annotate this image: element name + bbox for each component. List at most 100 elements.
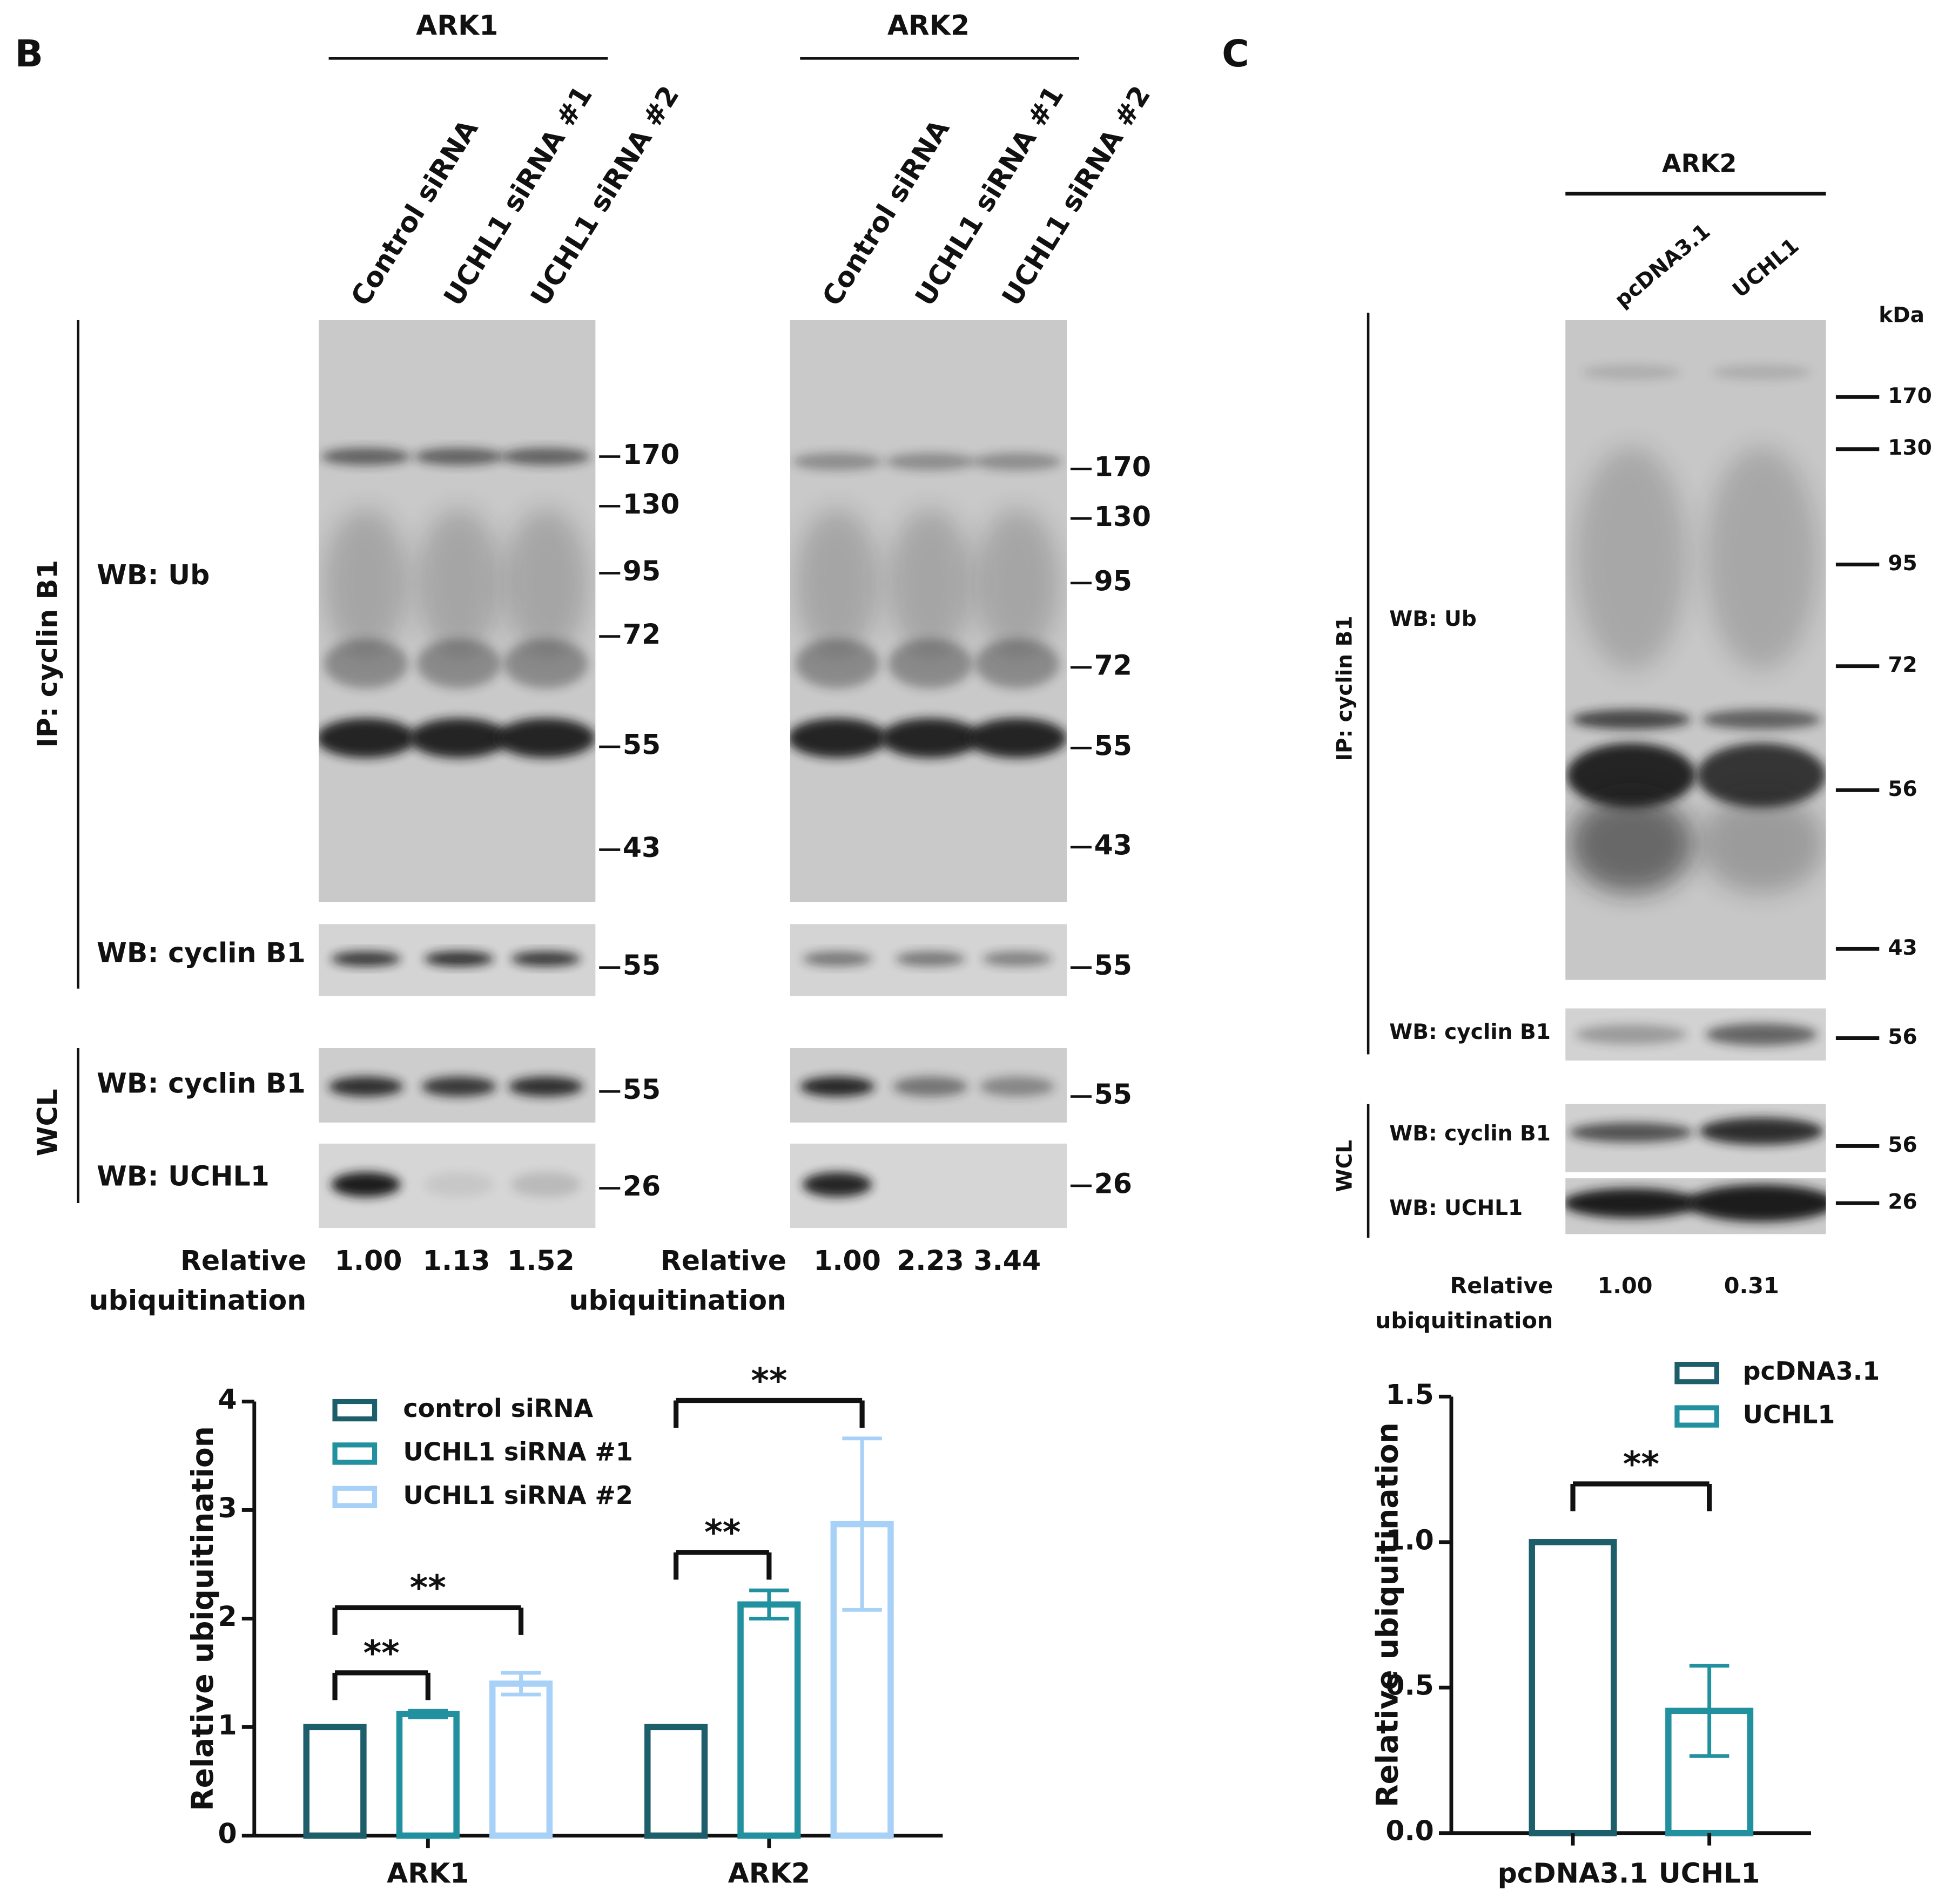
legend-swatch (1674, 1362, 1720, 1385)
band (967, 718, 1067, 758)
group-title: ARK2 (887, 9, 970, 41)
band (790, 718, 887, 758)
band (802, 951, 872, 967)
band (1687, 1184, 1826, 1222)
y-tick-label: 3 (218, 1492, 237, 1524)
error-bar (408, 1709, 448, 1719)
blot-bands (331, 951, 581, 967)
significance-label: ** (751, 1361, 787, 1401)
error-bar (1689, 1664, 1729, 1758)
x-tick-label: UCHL1 (1659, 1857, 1760, 1889)
marker-label: 130 (1888, 436, 1931, 460)
lane-label: UCHL1 siRNA #2 (524, 80, 685, 311)
row-label: WB: Ub (97, 559, 210, 591)
bar (303, 1724, 367, 1839)
relative-value: 1.13 (423, 1245, 490, 1277)
relative-value: 1.00 (813, 1245, 881, 1277)
blot (790, 320, 1067, 902)
legend-label: UCHL1 siRNA #2 (403, 1481, 632, 1510)
relative-value: 2.23 (897, 1245, 964, 1277)
y-tick-label: 4 (218, 1383, 237, 1415)
marker-label: 56 (1888, 1025, 1917, 1049)
band (795, 508, 880, 658)
panel-label: B (15, 32, 43, 76)
blot-bands (1575, 1023, 1818, 1046)
relative-title: ubiquitination (569, 1284, 786, 1316)
marker-label: 72 (1888, 653, 1917, 677)
band (1569, 1122, 1693, 1143)
band (511, 1172, 581, 1197)
relative-title: ubiquitination (1375, 1308, 1553, 1334)
blot-bands (790, 453, 1067, 758)
x-tick-label: ARK2 (728, 1857, 810, 1889)
marker-label: 55 (623, 949, 661, 981)
marker-label: 130 (623, 488, 679, 520)
band (885, 453, 975, 470)
y-tick-label: 1.5 (1385, 1379, 1434, 1410)
x-tick-label: pcDNA3.1 (1498, 1857, 1648, 1889)
marker-label: 55 (1094, 949, 1132, 981)
marker-label: 26 (1094, 1167, 1132, 1199)
y-axis-label: Relative ubiquitination (1370, 1422, 1404, 1807)
band (1705, 447, 1818, 670)
band (1699, 1117, 1823, 1145)
blot-bands (1569, 1117, 1823, 1145)
band (1701, 710, 1821, 730)
row-label: WB: Ub (1389, 607, 1477, 631)
blot-bands (319, 448, 596, 758)
band (1566, 743, 1696, 808)
y-tick-label: 1.0 (1385, 1524, 1434, 1556)
marker-label: 55 (623, 728, 661, 760)
band (324, 508, 408, 658)
band (802, 1172, 872, 1197)
band (1705, 1023, 1818, 1046)
row-label: WB: cyclin B1 (97, 937, 306, 969)
band (324, 639, 408, 688)
y-tick-label: 2 (218, 1601, 237, 1632)
relative-title: ubiquitination (89, 1284, 307, 1316)
band (424, 951, 494, 967)
band (421, 1076, 496, 1097)
band (972, 453, 1062, 470)
band (800, 1076, 875, 1097)
band (975, 508, 1060, 658)
blot (1565, 320, 1826, 980)
y-tick-label: 0 (218, 1818, 237, 1849)
band (501, 448, 591, 465)
section-label: WCL (1332, 1140, 1357, 1192)
legend-swatch (332, 1442, 378, 1465)
marker-label: 95 (1094, 565, 1132, 597)
lane-label: UCHL1 siRNA #2 (995, 80, 1156, 311)
marker-label: 43 (623, 832, 661, 863)
marker-label: 170 (1888, 384, 1931, 408)
y-tick-label: 1 (218, 1709, 237, 1741)
blot-bands (1565, 1184, 1826, 1222)
band (414, 448, 504, 465)
band (1581, 364, 1681, 380)
significance-label: ** (1623, 1444, 1659, 1484)
band (424, 1172, 494, 1197)
marker-label: 43 (1888, 936, 1917, 960)
blot (790, 1048, 1067, 1123)
relative-value: 1.00 (1598, 1273, 1653, 1299)
panel-label: C (1222, 32, 1249, 76)
marker-label: 55 (1094, 730, 1132, 762)
marker-label: 55 (1094, 1078, 1132, 1110)
unit-label: kDa (1879, 303, 1924, 328)
band (1712, 364, 1811, 380)
band (1699, 794, 1823, 893)
band (328, 1076, 403, 1097)
band (888, 508, 973, 658)
marker-label: 95 (623, 555, 661, 587)
band (503, 508, 588, 658)
y-axis-label: Relative ubiquitination (185, 1426, 220, 1811)
relative-value: 3.44 (973, 1245, 1041, 1277)
marker-label: 56 (1888, 1133, 1917, 1157)
marker-label: 72 (623, 618, 661, 650)
legend-label: UCHL1 (1743, 1400, 1835, 1429)
blot (790, 1143, 1067, 1228)
significance-label: ** (410, 1568, 446, 1609)
band (511, 951, 581, 967)
band (975, 639, 1060, 688)
legend-swatch (332, 1486, 378, 1509)
